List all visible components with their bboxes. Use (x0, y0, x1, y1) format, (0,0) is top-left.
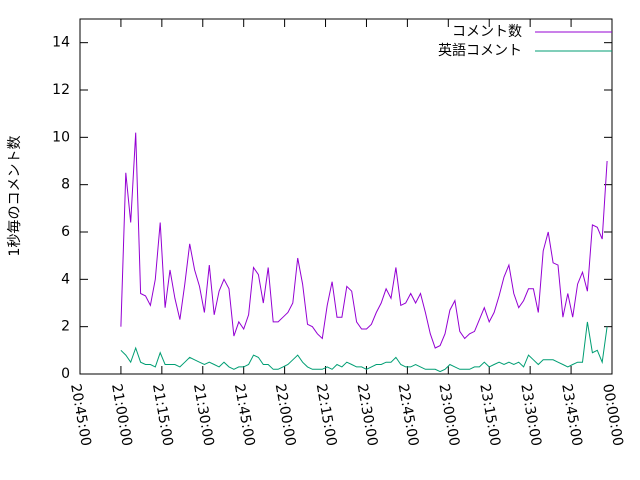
legend-label: コメント数 (452, 24, 522, 40)
legend-label: 英語コメント (438, 42, 522, 59)
plot-border (79, 18, 613, 375)
x-tick-label: 23:00:00 (435, 383, 462, 448)
x-tick-label: 00:00:00 (599, 383, 626, 448)
y-axis-label: 1秒毎のコメント数 (7, 136, 23, 257)
x-tick-label: 23:15:00 (476, 383, 503, 448)
x-tick-label: 22:15:00 (313, 383, 340, 448)
y-tick-label: 14 (52, 35, 70, 51)
y-tick-label: 8 (61, 177, 70, 193)
x-tick-label: 22:45:00 (395, 383, 422, 448)
series-line (120, 321, 608, 373)
x-tick-label: 21:45:00 (231, 383, 258, 448)
x-tick-label: 21:30:00 (190, 383, 217, 448)
x-tick-label: 22:30:00 (354, 383, 381, 448)
y-tick-label: 4 (61, 271, 70, 287)
x-tick-label: 20:45:00 (67, 383, 94, 448)
x-tick-label: 23:45:00 (558, 383, 585, 448)
x-tick-label: 21:15:00 (149, 383, 176, 448)
x-tick-label: 23:30:00 (517, 383, 544, 448)
y-tick-label: 10 (52, 129, 70, 145)
y-tick-label: 6 (61, 224, 70, 240)
y-tick-label: 0 (61, 366, 70, 382)
x-tick-label: 21:00:00 (108, 383, 135, 448)
y-tick-label: 2 (61, 319, 70, 335)
x-tick-label: 22:00:00 (272, 383, 299, 448)
y-tick-label: 12 (52, 82, 70, 98)
series-line (120, 132, 608, 349)
